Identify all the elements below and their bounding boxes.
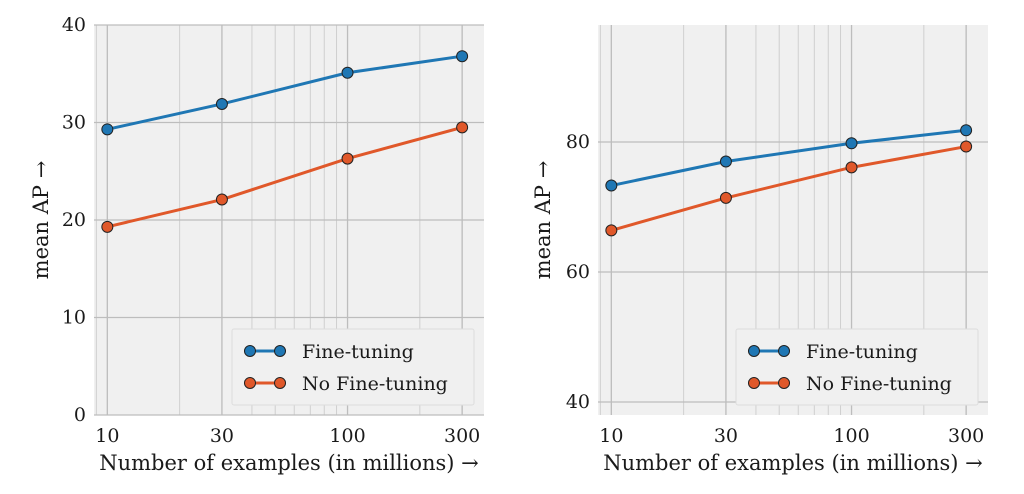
legend-marker xyxy=(244,377,256,389)
legend-marker xyxy=(748,345,760,357)
x-axis-label: Number of examples (in millions) → xyxy=(99,451,479,475)
legend-label: Fine-tuning xyxy=(806,341,918,363)
data-point xyxy=(456,50,469,63)
y-tick-label: 60 xyxy=(566,261,590,283)
legend-marker xyxy=(274,377,286,389)
y-tick-label: 40 xyxy=(62,14,86,36)
data-point xyxy=(719,191,732,204)
data-point xyxy=(845,161,858,174)
data-point xyxy=(960,124,973,137)
chart-panel-1: 0 10 20 30 40 10 30 100 300 Number of examples (i… xyxy=(29,14,484,475)
series-line-1 xyxy=(107,54,463,131)
x-tick-label: 100 xyxy=(833,425,869,447)
y-axis-label: mean AP → xyxy=(29,161,53,280)
legend-marker xyxy=(244,345,256,357)
x-tick-label: 30 xyxy=(210,425,234,447)
data-point xyxy=(719,155,732,168)
legend-box xyxy=(231,328,475,406)
legend: Fine-tuning No Fine-tuning xyxy=(735,328,979,406)
legend-label: Fine-tuning xyxy=(302,341,414,363)
data-point xyxy=(456,121,469,134)
x-axis-label: Number of examples (in millions) → xyxy=(603,451,983,475)
x-tick-label: 300 xyxy=(444,425,480,447)
y-axis-label: mean AP → xyxy=(531,161,555,280)
y-tick-label: 80 xyxy=(566,131,590,153)
x-tick-label: 300 xyxy=(948,425,984,447)
y-tick-label: 30 xyxy=(62,112,86,134)
y-tick-label: 40 xyxy=(566,391,590,413)
legend-box xyxy=(735,328,979,406)
y-tick-label: 10 xyxy=(62,307,86,329)
legend-label: No Fine-tuning xyxy=(806,373,952,395)
series-line-2 xyxy=(610,145,967,232)
legend-marker xyxy=(274,345,286,357)
data-point xyxy=(845,137,858,150)
data-point xyxy=(960,140,973,153)
legend-label: No Fine-tuning xyxy=(302,373,448,395)
data-point xyxy=(101,220,114,233)
series-line-1 xyxy=(611,128,967,188)
data-point xyxy=(341,152,354,165)
data-point xyxy=(341,66,354,79)
data-point xyxy=(605,224,618,237)
legend-marker xyxy=(778,377,790,389)
legend: Fine-tuning No Fine-tuning xyxy=(231,328,475,406)
x-tick-label: 10 xyxy=(599,425,623,447)
y-tick-label: 0 xyxy=(74,404,86,426)
data-point xyxy=(101,123,114,136)
x-tick-label: 10 xyxy=(95,425,119,447)
legend-marker xyxy=(748,377,760,389)
series-line-2 xyxy=(106,125,463,229)
y-tick-label: 20 xyxy=(62,209,86,231)
legend-marker xyxy=(778,345,790,357)
x-tick-label: 100 xyxy=(329,425,365,447)
data-point xyxy=(605,179,618,192)
data-point xyxy=(215,193,228,206)
x-tick-label: 30 xyxy=(714,425,738,447)
chart-panel-2: 40 60 80 10 30 100 300 Number of examples (in m… xyxy=(531,25,988,475)
data-point xyxy=(215,97,228,110)
